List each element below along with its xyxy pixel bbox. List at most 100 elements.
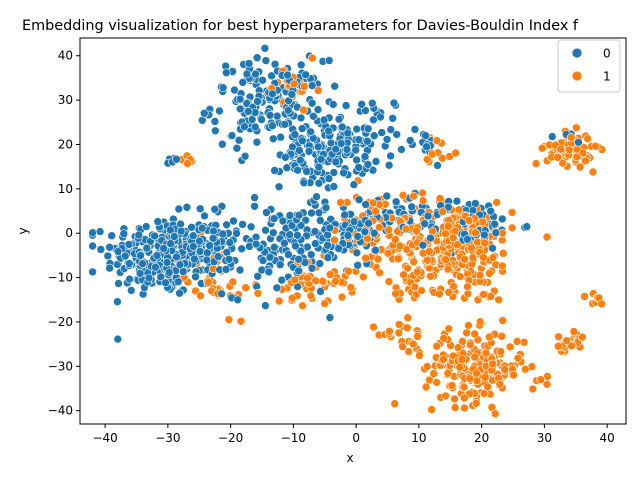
scatter-point-series-1 [459, 393, 469, 403]
scatter-point-series-0 [329, 182, 339, 191]
scatter-point-series-0 [222, 220, 231, 230]
scatter-point-series-0 [188, 231, 198, 240]
scatter-point-series-1 [465, 374, 475, 383]
scatter-point-series-0 [522, 222, 532, 231]
scatter-point-series-1 [311, 276, 320, 286]
scatter-point-series-1 [330, 235, 339, 245]
scatter-point-series-1 [513, 353, 523, 363]
scatter-point-series-1 [492, 198, 502, 207]
y-tick-label: −30 [48, 359, 73, 373]
scatter-point-series-1 [463, 282, 472, 292]
scatter-point-series-1 [472, 376, 482, 386]
scatter-point-series-0 [284, 250, 293, 259]
scatter-point-series-0 [233, 295, 242, 305]
scatter-point-series-1 [253, 288, 263, 298]
scatter-point-series-0 [182, 202, 192, 212]
scatter-point-series-0 [278, 216, 288, 226]
scatter-point-series-0 [422, 142, 431, 151]
scatter-point-series-1 [494, 295, 504, 305]
scatter-point-series-0 [153, 217, 163, 226]
scatter-point-series-1 [439, 333, 449, 343]
scatter-point-series-0 [238, 220, 247, 229]
scatter-point-series-1 [558, 158, 568, 168]
scatter-point-series-0 [354, 135, 364, 144]
scatter-point-series-1 [228, 277, 238, 287]
scatter-point-series-0 [221, 265, 231, 274]
scatter-point-series-1 [320, 299, 330, 308]
scatter-point-series-0 [125, 274, 134, 284]
scatter-point-series-0 [352, 155, 361, 165]
scatter-point-series-1 [471, 228, 480, 237]
scatter-point-series-0 [113, 297, 122, 307]
y-tick-label: −10 [48, 271, 73, 285]
y-tick-label: 30 [58, 93, 73, 107]
scatter-point-series-0 [156, 272, 166, 282]
scatter-point-series-0 [296, 221, 306, 230]
scatter-point-series-0 [135, 269, 145, 278]
scatter-point-series-0 [172, 155, 181, 164]
scatter-point-series-1 [196, 291, 205, 301]
scatter-point-series-1 [575, 162, 585, 172]
scatter-point-series-0 [490, 219, 499, 229]
scatter-point-series-1 [336, 198, 345, 207]
scatter-point-series-0 [280, 120, 290, 129]
scatter-point-series-0 [405, 136, 415, 145]
scatter-point-series-0 [423, 211, 433, 221]
scatter-point-series-1 [299, 105, 308, 115]
scatter-point-series-0 [334, 114, 344, 124]
scatter-point-series-0 [314, 162, 324, 172]
scatter-point-series-1 [480, 238, 489, 248]
scatter-point-series-0 [421, 131, 430, 140]
scatter-point-series-1 [490, 409, 500, 419]
scatter-point-series-0 [331, 144, 341, 154]
scatter-point-series-1 [580, 292, 589, 301]
scatter-point-series-0 [294, 210, 304, 220]
scatter-point-series-1 [569, 327, 579, 336]
scatter-point-series-0 [269, 242, 279, 252]
scatter-point-series-0 [195, 236, 204, 246]
scatter-point-series-0 [197, 223, 207, 233]
scatter-point-series-1 [412, 267, 422, 277]
scatter-point-series-0 [367, 98, 377, 108]
scatter-point-series-0 [376, 112, 385, 122]
scatter-point-series-0 [324, 56, 334, 65]
scatter-point-series-1 [398, 342, 407, 351]
scatter-point-series-1 [435, 289, 444, 299]
scatter-point-series-0 [203, 248, 212, 257]
scatter-point-series-1 [371, 206, 380, 216]
scatter-point-series-1 [204, 278, 213, 287]
scatter-point-series-0 [262, 208, 271, 217]
scatter-point-series-0 [240, 122, 249, 131]
scatter-point-series-1 [566, 133, 576, 142]
scatter-point-series-1 [318, 276, 328, 286]
scatter-point-series-0 [272, 283, 282, 293]
scatter-point-series-1 [462, 328, 471, 338]
scatter-point-series-0 [319, 115, 329, 125]
scatter-point-series-1 [581, 156, 590, 166]
legend-marker-1 [571, 70, 583, 82]
scatter-point-series-0 [211, 126, 220, 136]
scatter-point-series-1 [403, 313, 413, 323]
scatter-point-series-1 [337, 292, 347, 302]
scatter-point-series-0 [316, 155, 326, 164]
scatter-point-series-1 [437, 153, 447, 163]
scatter-point-series-0 [426, 233, 435, 243]
scatter-point-series-0 [342, 145, 352, 154]
scatter-point-series-1 [471, 398, 481, 408]
scatter-point-series-1 [344, 266, 353, 276]
scatter-point-series-1 [432, 136, 442, 145]
scatter-point-series-1 [412, 226, 421, 236]
scatter-point-series-0 [323, 241, 332, 250]
scatter-point-series-1 [313, 86, 323, 95]
scatter-point-series-0 [313, 105, 323, 114]
scatter-point-series-1 [443, 264, 453, 274]
scatter-point-series-0 [210, 205, 220, 214]
chart-title: Embedding visualization for best hyperpa… [22, 18, 579, 34]
scatter-point-series-0 [269, 214, 279, 223]
scatter-point-series-0 [295, 155, 305, 165]
scatter-point-series-0 [488, 243, 497, 253]
scatter-point-series-0 [337, 122, 347, 132]
scatter-point-series-0 [287, 90, 297, 99]
x-tick-label: −10 [281, 431, 306, 445]
